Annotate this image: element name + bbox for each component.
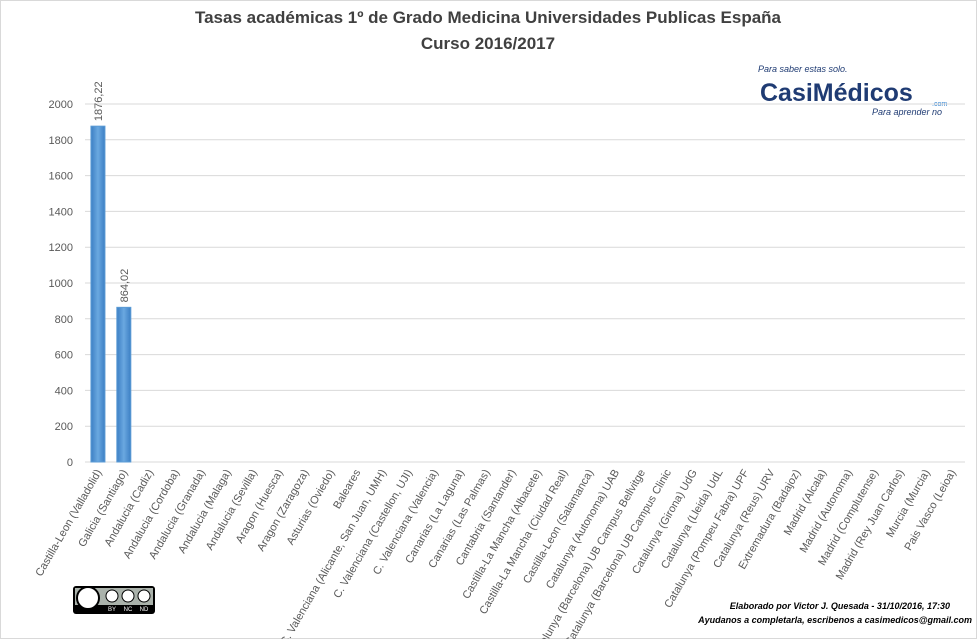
by-circle (105, 589, 119, 603)
nd-circle (137, 589, 151, 603)
y-tick-label: 1800 (49, 135, 73, 147)
nd-label: ND (140, 607, 149, 613)
cc-circle (76, 586, 100, 610)
logo: Para saber estas solo. CasiMédicos .com … (758, 64, 947, 117)
y-tick-label: 600 (55, 350, 73, 362)
value-label: 1876,22 (93, 81, 105, 121)
chart-subtitle: Curso 2016/2017 (421, 34, 555, 53)
logo-brand: CasiMédicos (760, 79, 913, 107)
y-tick-label: 400 (55, 385, 73, 397)
nc-circle (121, 589, 135, 603)
y-tick-label: 0 (67, 457, 73, 469)
value-label: 864,02 (119, 269, 131, 303)
y-tick-label: 1200 (49, 242, 73, 254)
y-tick-label: 1400 (49, 206, 73, 218)
bar (116, 306, 132, 463)
y-tick-label: 1600 (49, 171, 73, 183)
chart-title: Tasas académicas 1º de Grado Medicina Un… (195, 8, 782, 27)
y-tick-label: 1000 (49, 278, 73, 290)
footer-note: Ayudanos a completarla, escribenos a cas… (697, 615, 972, 625)
y-tick-label: 2000 (49, 99, 73, 111)
by-label: BY (108, 607, 116, 613)
footer-credit: Elaborado por Victor J. Quesada - 31/10/… (730, 601, 950, 611)
license-badge: BY NC ND (73, 586, 155, 614)
nc-label: NC (124, 607, 133, 613)
logo-bottom: Para aprender no (872, 107, 942, 117)
bar (90, 125, 106, 463)
y-tick-label: 800 (55, 314, 73, 326)
logo-top: Para saber estas solo. (758, 64, 848, 74)
y-tick-label: 200 (55, 421, 73, 433)
